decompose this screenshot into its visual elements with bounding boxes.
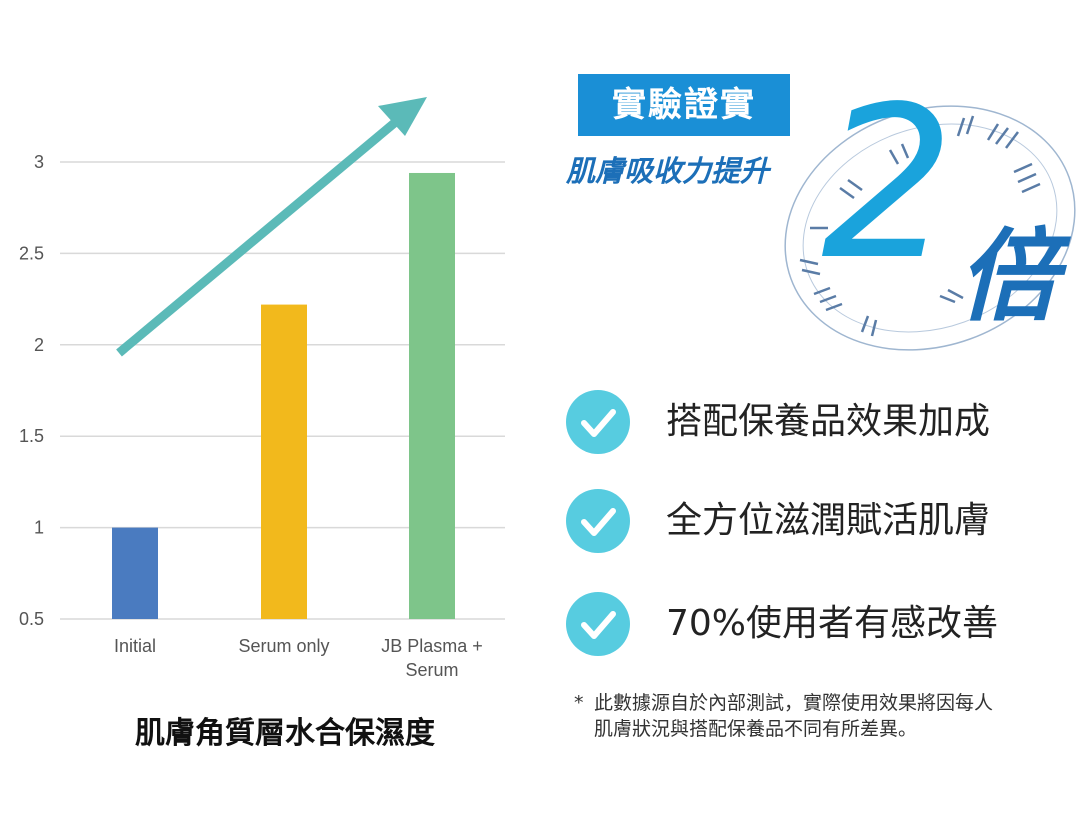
y-tick-label: 2.5 [19,243,44,263]
feature-text: 70%使用者有感改善 [666,603,999,644]
bar-chart: 0.5 1 1.5 2 2.5 3 Initial Serum only JB Plasma … [19,97,505,680]
x-axis-categories: Initial Serum only JB Plasma + Serum [114,636,483,680]
y-tick-label: 2 [34,335,44,355]
trend-arrow-head [378,97,427,136]
feature-text: 搭配保養品效果加成 [666,401,991,442]
x-category-label: JB Plasma + [381,636,483,656]
footnote-line-1: 此數據源自於內部測試，實際使用效果將因每人 [594,692,994,714]
y-tick-label: 1 [34,518,44,538]
bar [409,172,455,619]
trend-arrow-shaft [116,116,401,357]
y-tick-label: 3 [34,152,44,172]
x-category-label: Serum only [238,636,329,656]
y-tick-label: 1.5 [19,426,44,446]
chart-bars [112,172,455,619]
multiplier-number: 2 [821,61,955,306]
bar [112,527,158,619]
bar [261,304,307,619]
x-category-label: Initial [114,636,156,656]
verified-badge: 實驗證實 [578,74,790,136]
clock-face-graphic [784,105,1076,351]
footnote-marker: * [574,692,584,714]
x-category-label: Serum [405,660,458,680]
y-axis-ticks: 0.5 1 1.5 2 2.5 3 [19,152,44,629]
multiplier-unit: 倍 [958,218,1058,335]
trend-arrow [116,97,427,357]
footnote-line-2: 肌膚狀況與搭配保養品不同有所差異。 [594,718,918,740]
absorption-claim-text: 肌膚吸收力提升 [566,154,770,188]
check-icon [566,390,630,454]
chart-title: 肌膚角質層水合保濕度 [135,716,435,751]
y-tick-label: 0.5 [19,609,44,629]
check-icon [566,592,630,656]
feature-text: 全方位滋潤賦活肌膚 [666,500,991,541]
check-icon [566,489,630,553]
